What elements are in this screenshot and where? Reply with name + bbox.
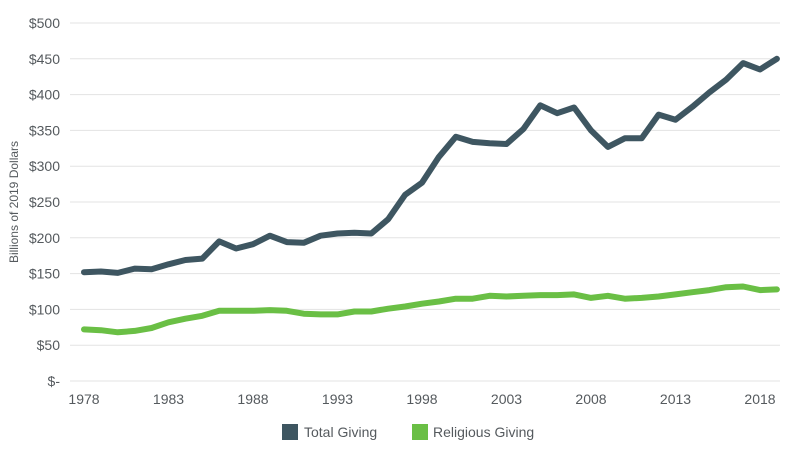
y-tick-label: $500 [29,15,60,31]
y-axis-ticks: $- $50 $100 $150 $200 $250 $300 $350 $400 $450 $50… [29,15,60,389]
legend-swatch-total-giving [282,424,298,440]
total-giving-line [81,55,780,276]
x-tick-label: 2013 [660,391,691,407]
y-tick-label: $150 [29,266,60,282]
x-tick-label: 1988 [237,391,268,407]
y-tick-label: $50 [37,337,61,353]
series-layer [81,55,780,336]
y-tick-label: $400 [29,87,60,103]
legend-label-total-giving: Total Giving [304,424,377,440]
legend-swatch-religious-giving [412,424,428,440]
legend-label-religious-giving: Religious Giving [433,424,534,440]
y-tick-label: $100 [29,301,60,317]
y-tick-label: $450 [29,51,60,67]
y-tick-label: $- [48,373,61,389]
y-tick-label: $350 [29,122,60,138]
religious-giving-line [81,283,780,336]
x-tick-label: 1993 [322,391,353,407]
legend: Total Giving Religious Giving [282,424,534,440]
y-tick-label: $250 [29,194,60,210]
x-axis-ticks: 1978 1983 1988 1993 1998 2003 2008 2013 2018 [68,391,775,407]
x-tick-label: 2003 [491,391,522,407]
y-tick-label: $300 [29,158,60,174]
x-tick-label: 1978 [68,391,99,407]
x-tick-label: 1998 [406,391,437,407]
x-tick-label: 2008 [575,391,606,407]
x-tick-label: 2018 [744,391,775,407]
y-axis-title: Billions of 2019 Dollars [7,141,21,263]
x-tick-label: 1983 [153,391,184,407]
grid-layer [70,22,780,382]
y-tick-label: $200 [29,230,60,246]
